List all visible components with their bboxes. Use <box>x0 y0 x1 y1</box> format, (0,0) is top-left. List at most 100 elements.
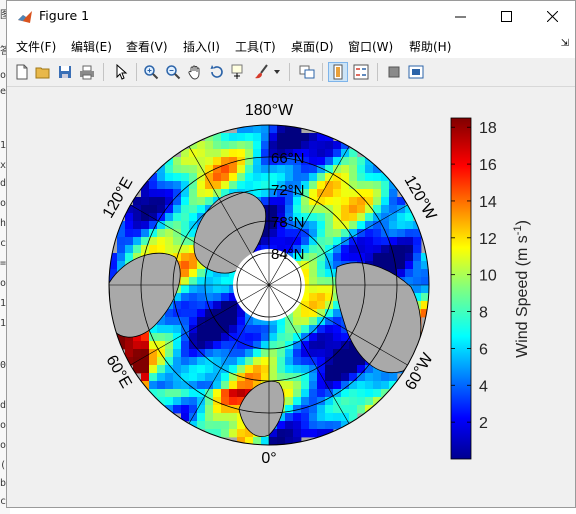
hide-plot-tools-button[interactable] <box>384 62 404 82</box>
wind-cell <box>181 261 190 270</box>
link-plot-button[interactable] <box>297 62 317 82</box>
wind-cell <box>405 253 414 262</box>
wind-cell <box>421 261 429 270</box>
wind-cell <box>413 229 422 238</box>
menu-edit[interactable]: 编辑(E) <box>71 40 112 54</box>
wind-cell <box>221 293 230 302</box>
wind-cell <box>301 229 310 238</box>
wind-cell <box>373 245 382 254</box>
wind-cell <box>173 189 182 198</box>
figure-canvas[interactable]: 66°N 72°N 78°N 84°N 180°W 120°E 60°E 0° 60°W 120… <box>7 87 575 507</box>
menu-view[interactable]: 查看(V) <box>126 40 168 54</box>
wind-cell <box>149 357 158 366</box>
wind-cell <box>213 301 222 310</box>
wind-cell <box>125 229 134 238</box>
wind-cell <box>221 397 230 406</box>
dock-arrow-icon[interactable]: ⇲ <box>560 38 569 49</box>
wind-cell <box>141 373 150 382</box>
wind-cell <box>357 157 366 166</box>
wind-cell <box>349 397 358 406</box>
wind-cell <box>373 397 382 406</box>
wind-cell <box>333 333 342 342</box>
wind-cell <box>405 245 414 254</box>
wind-cell <box>269 333 278 342</box>
wind-cell <box>181 165 190 174</box>
wind-cell <box>317 157 326 166</box>
wind-cell <box>301 141 310 150</box>
new-figure-button[interactable] <box>12 62 32 82</box>
menu-help[interactable]: 帮助(H) <box>409 40 452 54</box>
wind-cell <box>293 149 302 158</box>
print-button[interactable] <box>77 62 97 82</box>
save-icon <box>59 66 71 78</box>
zoom-in-button[interactable] <box>141 62 161 82</box>
menu-file[interactable]: 文件(F) <box>16 40 57 54</box>
wind-cell <box>285 125 294 134</box>
wind-cell <box>269 173 278 182</box>
wind-cell <box>253 125 262 134</box>
wind-cell <box>341 341 350 350</box>
wind-cell <box>389 373 398 382</box>
wind-cell <box>333 253 342 262</box>
wind-cell <box>293 237 302 246</box>
wind-cell <box>165 341 174 350</box>
pointer-button[interactable] <box>111 62 131 82</box>
wind-cell <box>141 237 150 246</box>
wind-cell <box>365 221 374 230</box>
wind-cell <box>165 181 174 190</box>
rotate-3d-button[interactable] <box>207 62 227 82</box>
wind-cell <box>309 229 318 238</box>
wind-cell <box>317 349 326 358</box>
wind-cell <box>397 269 406 278</box>
wind-cell <box>269 365 278 374</box>
wind-cell <box>349 245 358 254</box>
wind-cell <box>229 413 238 422</box>
minimize-button[interactable] <box>437 1 483 32</box>
colorbar[interactable]: 2 4 6 8 10 12 14 16 18 Wind Speed (m s-1) <box>450 117 531 460</box>
wind-cell <box>221 189 230 198</box>
menu-desktop[interactable]: 桌面(D) <box>291 40 334 54</box>
brush-dropdown-button[interactable] <box>271 62 283 82</box>
wind-cell <box>373 197 382 206</box>
wind-cell <box>301 213 310 222</box>
wind-cell <box>229 133 238 142</box>
wind-cell <box>173 245 182 254</box>
wind-cell <box>117 237 126 246</box>
wind-cell <box>221 341 230 350</box>
wind-cell <box>277 373 286 382</box>
open-file-button[interactable] <box>33 62 53 82</box>
wind-cell <box>181 221 190 230</box>
zoom-out-button[interactable] <box>163 62 183 82</box>
wind-cell <box>189 229 198 238</box>
close-button[interactable] <box>529 1 575 32</box>
menu-window[interactable]: 窗口(W) <box>348 40 394 54</box>
wind-cell <box>301 357 310 366</box>
menu-insert[interactable]: 插入(I) <box>183 40 220 54</box>
wind-cell <box>381 381 390 390</box>
wind-cell <box>165 317 174 326</box>
legend-button[interactable] <box>351 62 371 82</box>
colorbar-button[interactable] <box>328 62 348 82</box>
wind-cell <box>309 293 318 302</box>
maximize-button[interactable] <box>483 1 529 32</box>
wind-cell <box>317 197 326 206</box>
menu-tools[interactable]: 工具(T) <box>235 40 276 54</box>
wind-cell <box>125 357 134 366</box>
brush-button[interactable] <box>251 62 271 82</box>
wind-cell <box>229 341 238 350</box>
polar-map-plot[interactable]: 66°N72°N78°N84°N 180°W120°E60°E0°60°W120… <box>7 87 575 507</box>
wind-cell <box>365 229 374 238</box>
wind-cell <box>181 253 190 262</box>
title-bar: Figure 1 <box>7 1 575 32</box>
data-cursor-button[interactable] <box>229 62 249 82</box>
pan-button[interactable] <box>185 62 205 82</box>
wind-cell <box>389 189 398 198</box>
save-button[interactable] <box>55 62 75 82</box>
print-icon <box>80 65 94 80</box>
wind-cell <box>141 221 150 230</box>
wind-cell <box>189 189 198 198</box>
wind-cell <box>269 229 278 238</box>
wind-cell <box>325 413 334 422</box>
show-plot-tools-button[interactable] <box>406 62 426 82</box>
wind-cell <box>205 157 214 166</box>
